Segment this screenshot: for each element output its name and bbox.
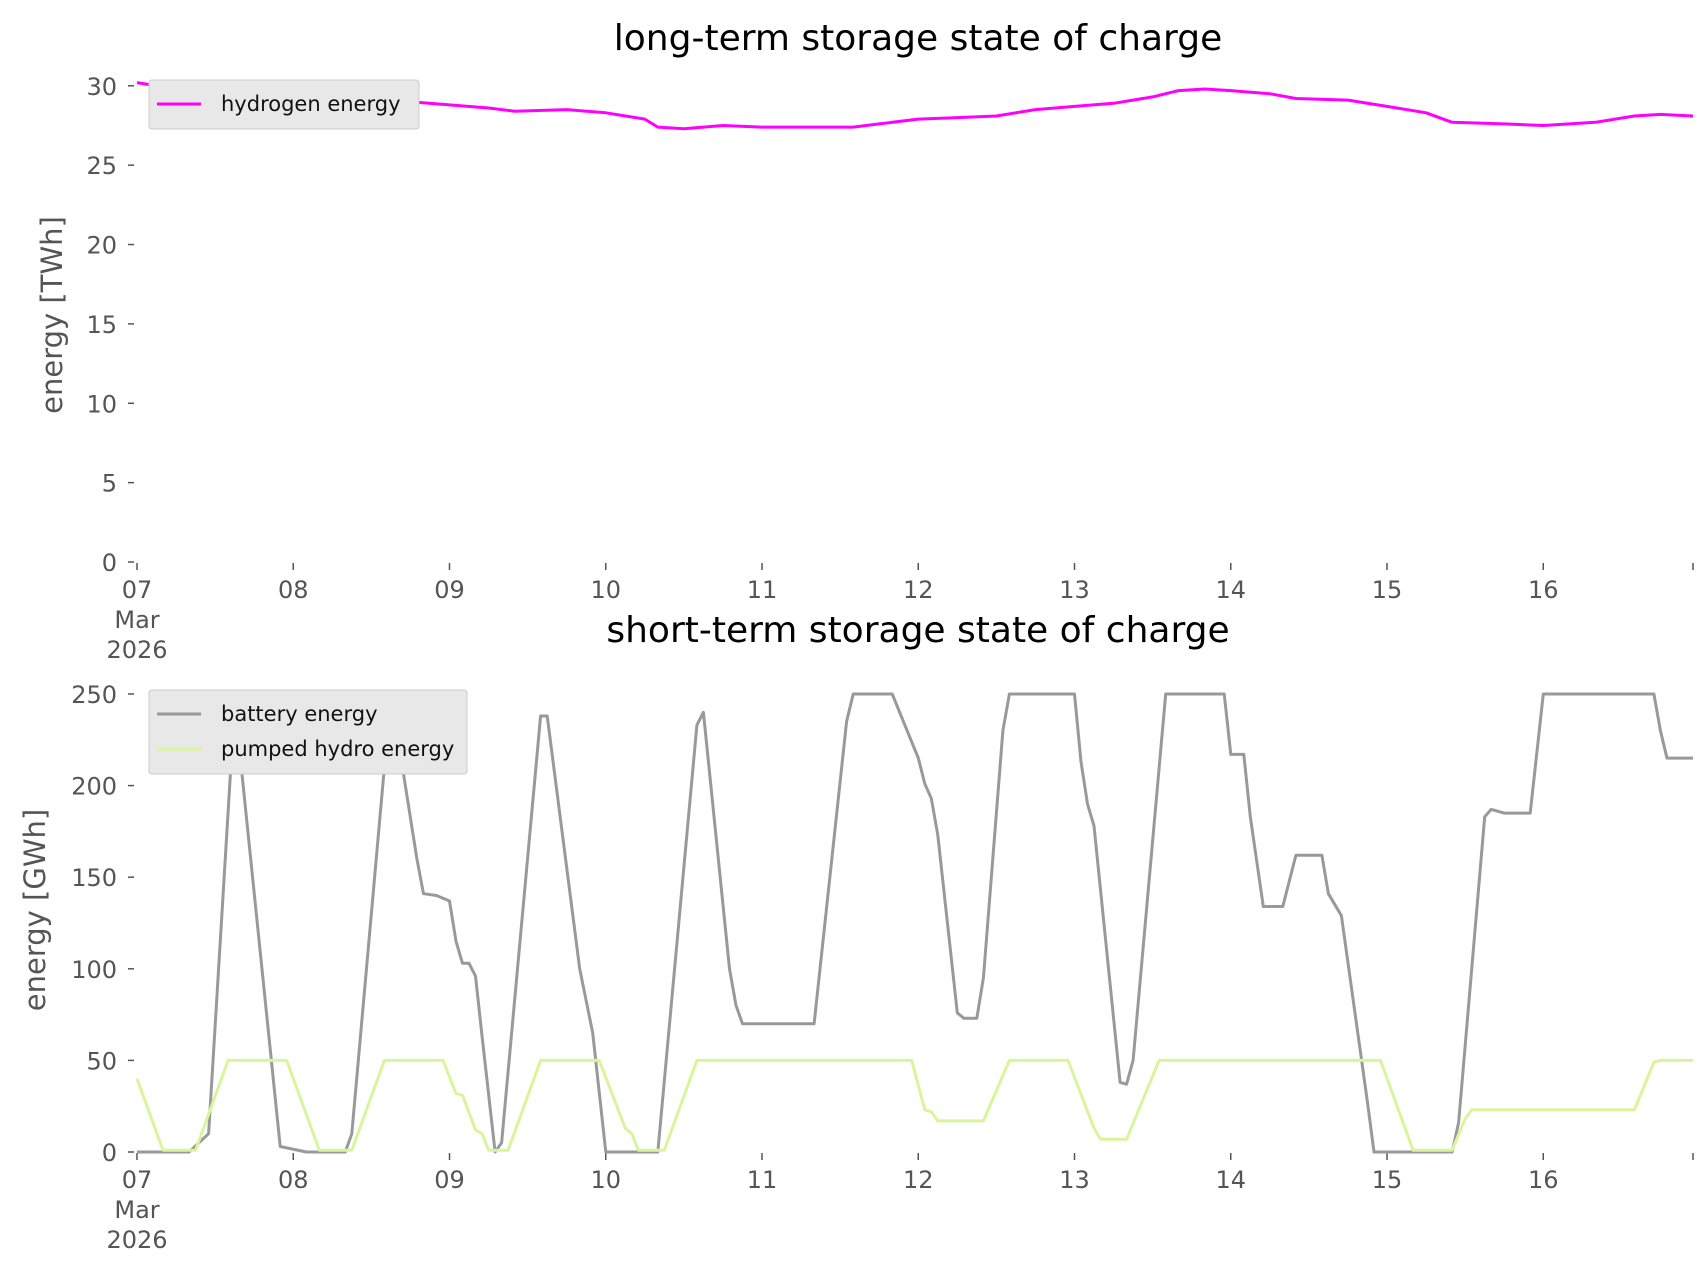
y-axis-label: energy [TWh] bbox=[35, 216, 69, 414]
legend-label: battery energy bbox=[221, 702, 378, 726]
x-tick-label: 14 bbox=[1215, 576, 1246, 604]
x-tick-label: 14 bbox=[1215, 1166, 1246, 1194]
x-tick-label: 12 bbox=[903, 1166, 934, 1194]
series-line-battery-energy bbox=[137, 692, 1693, 1154]
y-tick-label: 0 bbox=[102, 549, 117, 577]
x-tick-label: 11 bbox=[747, 576, 778, 604]
x-tick-label: 09 bbox=[434, 1166, 465, 1194]
legend-label: pumped hydro energy bbox=[221, 737, 454, 761]
y-tick-label: 30 bbox=[86, 73, 117, 101]
legend-box bbox=[148, 689, 468, 775]
y-tick-label: 20 bbox=[86, 232, 117, 260]
x-tick-label: 07 Mar 2026 bbox=[106, 576, 167, 664]
plot-area bbox=[135, 692, 1693, 1154]
x-tick-label: 08 bbox=[278, 576, 309, 604]
legend-box bbox=[148, 79, 420, 130]
x-axis: 07 Mar 2026 08 09 10 11 12 13 14 15 16 bbox=[106, 563, 1694, 664]
x-tick-label: 07 Mar 2026 bbox=[106, 1166, 167, 1254]
chart-title: long-term storage state of charge bbox=[614, 18, 1222, 59]
x-tick-label: 16 bbox=[1528, 576, 1559, 604]
x-tick-label: 13 bbox=[1059, 576, 1090, 604]
x-axis: 07 Mar 2026 08 09 10 11 12 13 14 15 16 bbox=[106, 1153, 1694, 1254]
x-tick-label: 13 bbox=[1059, 1166, 1090, 1194]
y-axis: 0 5 10 15 20 25 30 bbox=[86, 73, 134, 577]
short-term-storage-panel: short-term storage state of charge energ… bbox=[18, 610, 1694, 1254]
series-line-pumped-hydro-energy bbox=[135, 1058, 1693, 1152]
x-tick-label: 12 bbox=[903, 576, 934, 604]
y-tick-label: 25 bbox=[86, 152, 117, 180]
y-tick-label: 0 bbox=[102, 1139, 117, 1167]
y-tick-label: 250 bbox=[71, 681, 117, 709]
y-axis: 0 50 100 150 200 250 bbox=[71, 681, 134, 1167]
x-tick-label: 10 bbox=[590, 1166, 621, 1194]
x-tick-label: 15 bbox=[1372, 1166, 1403, 1194]
y-tick-label: 5 bbox=[102, 470, 117, 498]
y-tick-label: 50 bbox=[86, 1047, 117, 1075]
legend: hydrogen energy bbox=[148, 79, 420, 130]
y-tick-label: 10 bbox=[86, 390, 117, 418]
x-tick-label: 09 bbox=[434, 576, 465, 604]
x-tick-label: 11 bbox=[747, 1166, 778, 1194]
x-tick-label: 16 bbox=[1528, 1166, 1559, 1194]
x-tick-label: 10 bbox=[590, 576, 621, 604]
x-tick-label: 15 bbox=[1372, 576, 1403, 604]
legend-label: hydrogen energy bbox=[221, 92, 401, 116]
long-term-storage-panel: long-term storage state of charge energy… bbox=[35, 18, 1694, 664]
y-tick-label: 100 bbox=[71, 956, 117, 984]
chart-title: short-term storage state of charge bbox=[606, 610, 1229, 651]
legend: battery energy pumped hydro energy bbox=[148, 689, 468, 775]
y-tick-label: 150 bbox=[71, 864, 117, 892]
y-axis-label: energy [GWh] bbox=[18, 809, 52, 1011]
y-tick-label: 15 bbox=[86, 311, 117, 339]
y-tick-label: 200 bbox=[71, 773, 117, 801]
x-tick-label: 08 bbox=[278, 1166, 309, 1194]
